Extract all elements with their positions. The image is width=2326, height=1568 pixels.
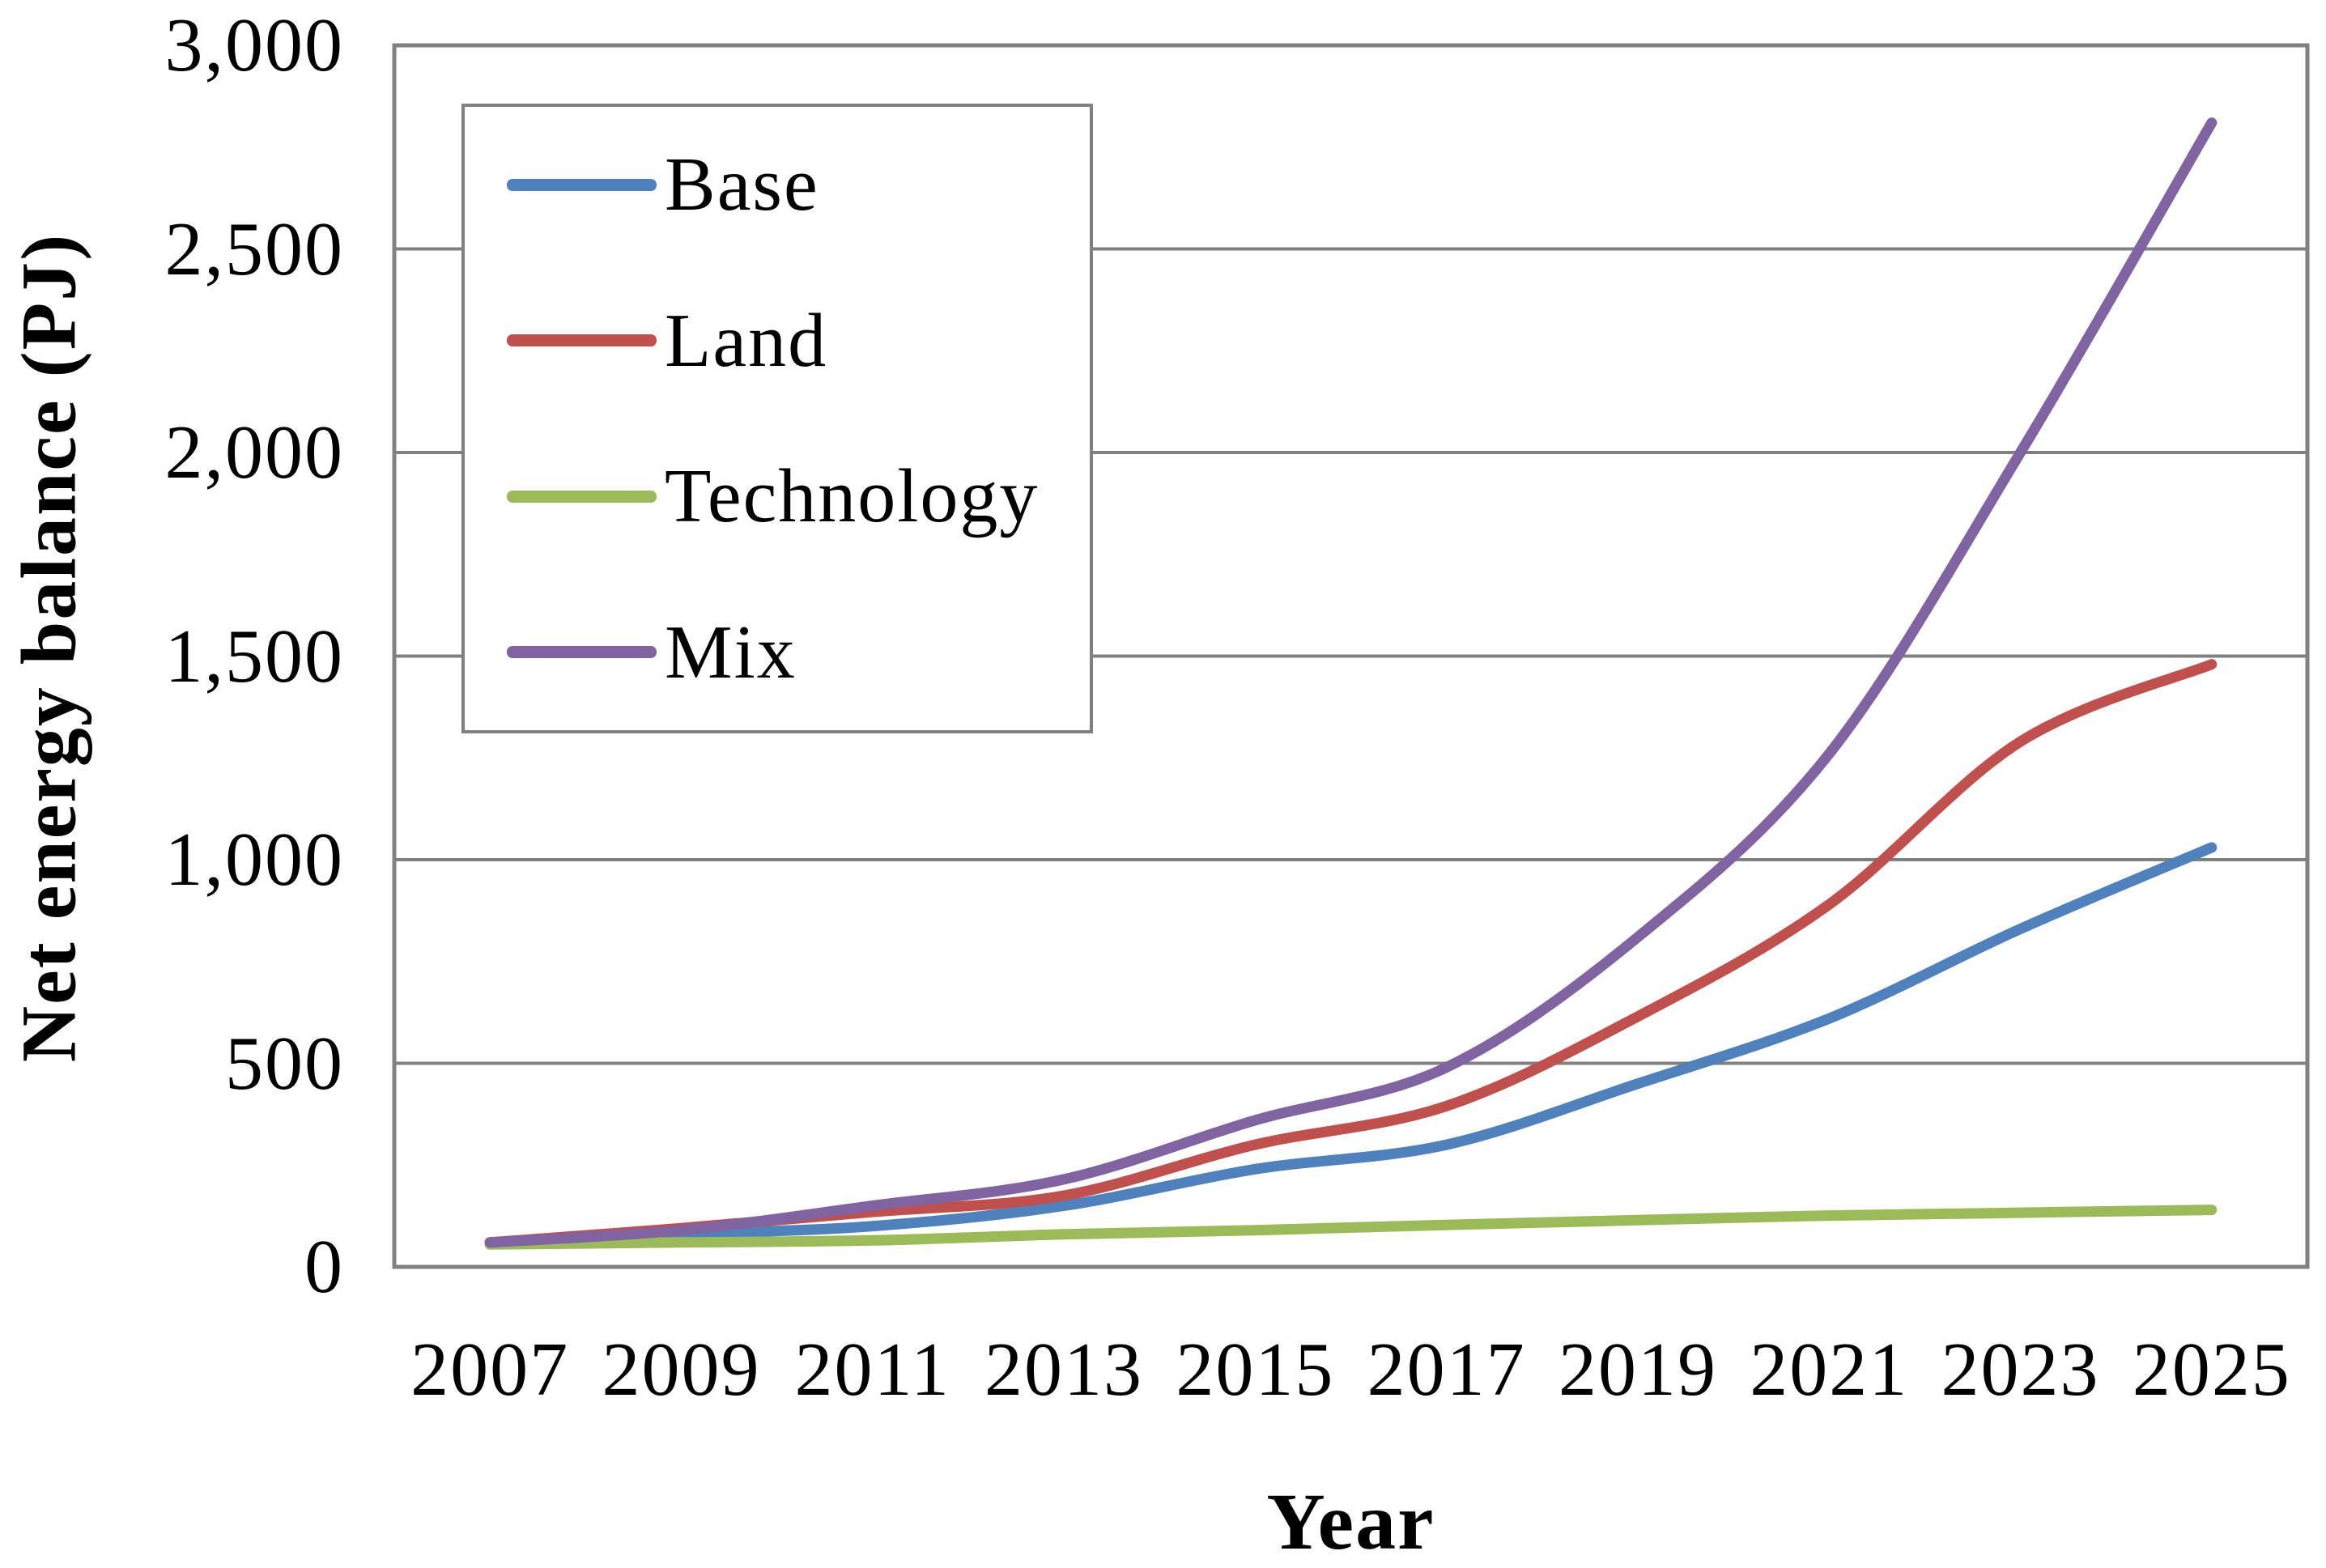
x-tick-label-2025: 2025 <box>2132 1328 2291 1412</box>
legend-label-land: Land <box>665 298 828 383</box>
legend-item-base: Base <box>507 147 1090 223</box>
x-tick-label-2015: 2015 <box>1176 1328 1335 1412</box>
y-tick-label-1000: 1,000 <box>164 818 344 902</box>
y-tick-label-2500: 2,500 <box>164 206 344 291</box>
legend-label-technology: Technology <box>665 454 1040 539</box>
x-tick-label-2009: 2009 <box>602 1328 761 1412</box>
legend-swatch-land <box>507 334 657 347</box>
x-tick-label-2011: 2011 <box>794 1328 950 1412</box>
series-line-mix <box>484 117 2218 1248</box>
legend-item-technology: Technology <box>507 458 1090 534</box>
y-tick-label-500: 500 <box>225 1021 344 1106</box>
legend-label-mix: Mix <box>665 610 797 695</box>
legend-item-mix: Mix <box>507 614 1090 691</box>
x-axis-title: Year <box>1266 1477 1435 1566</box>
y-tick-label-3000: 3,000 <box>164 3 344 87</box>
y-tick-label-2000: 2,000 <box>164 410 344 495</box>
x-tick-label-2017: 2017 <box>1367 1328 1526 1412</box>
legend-item-land: Land <box>507 303 1090 379</box>
legend-swatch-base <box>507 178 657 191</box>
legend-label-base: Base <box>665 142 819 227</box>
x-tick-label-2019: 2019 <box>1558 1328 1717 1412</box>
plot-border <box>392 43 2310 1269</box>
y-tick-label-1500: 1,500 <box>164 614 344 699</box>
series-line-base <box>484 842 2218 1248</box>
x-tick-label-2023: 2023 <box>1941 1328 2100 1412</box>
legend-swatch-technology <box>507 490 657 503</box>
legend-swatch-mix <box>507 646 657 659</box>
x-tick-label-2021: 2021 <box>1750 1328 1909 1412</box>
x-tick-label-2013: 2013 <box>984 1328 1144 1412</box>
series-line-technology <box>484 1205 2218 1250</box>
x-tick-label-2007: 2007 <box>410 1328 570 1412</box>
legend: Base Land Technology Mix <box>461 104 1093 733</box>
y-tick-label-0: 0 <box>304 1225 344 1309</box>
